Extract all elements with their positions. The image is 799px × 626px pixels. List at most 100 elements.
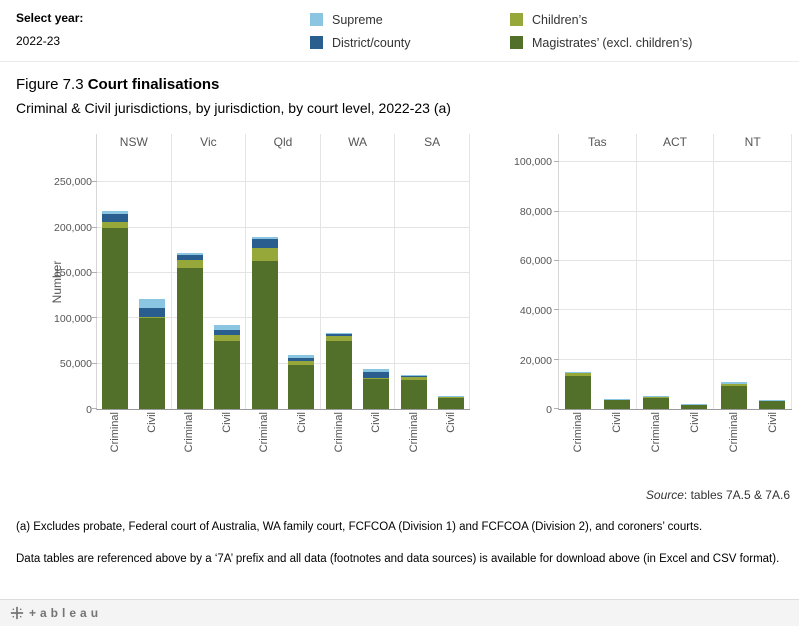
bar-segment-act-civil-magistrates[interactable] (681, 404, 708, 409)
figure-subtitle: Criminal & Civil jurisdictions, by juris… (16, 100, 451, 116)
legend-swatch-childrens (510, 13, 523, 26)
bar-segment-wa-civil-childrens[interactable] (362, 377, 389, 379)
legend-item-magistrates[interactable]: Magistrates’ (excl. children’s) (510, 34, 692, 51)
bar-vic-criminal[interactable] (176, 253, 203, 409)
bar-segment-vic-civil-magistrates[interactable] (213, 340, 240, 409)
bar-segment-qld-civil-supreme[interactable] (288, 354, 315, 359)
bar-act-civil[interactable] (681, 404, 708, 409)
legend-item-district-county[interactable]: District/county (310, 34, 411, 51)
bar-segment-act-criminal-magistrates[interactable] (642, 397, 669, 409)
bar-segment-qld-criminal-district[interactable] (251, 238, 278, 248)
x-axis-labels-right: Criminal Civil Criminal Civil Criminal Civil (558, 412, 792, 474)
y-axis-tick-label: 50,000 (59, 358, 92, 371)
bar-nt-criminal[interactable] (720, 382, 747, 409)
bar-qld-criminal[interactable] (251, 236, 278, 409)
bar-segment-nsw-criminal-childrens[interactable] (102, 222, 129, 228)
bar-qld-civil[interactable] (288, 354, 315, 409)
bar-segment-tas-criminal-supreme[interactable] (565, 372, 592, 373)
year-selector-value[interactable]: 2022-23 (16, 34, 61, 48)
y-axis-tick-label: 100,000 (514, 156, 552, 169)
bar-segment-nt-criminal-magistrates[interactable] (720, 385, 747, 409)
column-header-vic: Vic (200, 135, 217, 149)
x-label-slot: Criminal (643, 412, 669, 452)
bar-segment-qld-criminal-supreme[interactable] (251, 236, 278, 239)
bar-segment-act-criminal-childrens[interactable] (642, 396, 669, 398)
bar-segment-qld-criminal-magistrates[interactable] (251, 261, 278, 409)
bar-segment-vic-criminal-childrens[interactable] (176, 260, 203, 269)
source-note: Source: tables 7A.5 & 7A.6 (646, 488, 790, 502)
bar-wa-civil[interactable] (362, 369, 389, 409)
bar-act-criminal[interactable] (642, 396, 669, 409)
bar-segment-qld-criminal-childrens[interactable] (251, 247, 278, 262)
bar-segment-nt-criminal-childrens[interactable] (720, 384, 747, 386)
bar-segment-nsw-criminal-magistrates[interactable] (102, 227, 129, 409)
y-axis-tick-mark (92, 226, 97, 228)
bar-segment-wa-criminal-magistrates[interactable] (326, 341, 353, 409)
bar-segment-tas-criminal-magistrates[interactable] (565, 375, 592, 409)
year-selector[interactable]: Select year: 2022-23 (16, 11, 83, 48)
bar-segment-nsw-civil-childrens[interactable] (139, 316, 166, 318)
x-label-slot: Criminal (401, 412, 427, 452)
state-pane-nsw: NSW (97, 134, 172, 409)
gridline (559, 358, 792, 360)
bar-nt-civil[interactable] (758, 400, 785, 409)
bar-segment-nt-civil-supreme[interactable] (758, 400, 785, 401)
bar-segment-qld-civil-childrens[interactable] (288, 361, 315, 366)
bar-segment-qld-civil-district[interactable] (288, 358, 315, 362)
legend-item-supreme[interactable]: Supreme (310, 11, 411, 28)
bar-segment-wa-civil-district[interactable] (362, 371, 389, 378)
bar-segment-wa-criminal-supreme[interactable] (326, 333, 353, 335)
bar-tas-civil[interactable] (603, 399, 630, 409)
bar-segment-sa-criminal-childrens[interactable] (400, 377, 427, 380)
bar-tas-criminal[interactable] (565, 372, 592, 409)
bar-nsw-civil[interactable] (139, 299, 166, 409)
bar-segment-qld-civil-magistrates[interactable] (288, 365, 315, 409)
bar-segment-wa-civil-magistrates[interactable] (362, 378, 389, 409)
bar-segment-vic-civil-district[interactable] (213, 330, 240, 336)
bar-segment-vic-criminal-district[interactable] (176, 254, 203, 261)
bar-sa-criminal[interactable] (400, 374, 427, 409)
legend-column-1: Supreme District/county (310, 11, 411, 57)
bar-segment-sa-criminal-district[interactable] (400, 375, 427, 378)
bar-segment-vic-civil-supreme[interactable] (213, 325, 240, 331)
bar-segment-wa-criminal-childrens[interactable] (326, 336, 353, 342)
bar-segment-nt-criminal-supreme[interactable] (720, 382, 747, 385)
y-axis-left: 0 50,000 100,000 150,000 200,000 250,000 (40, 155, 92, 416)
bar-segment-nsw-criminal-supreme[interactable] (102, 211, 129, 214)
tableau-logo[interactable]: +ableau (10, 606, 102, 620)
x-label-pane-tas: Criminal Civil (558, 412, 636, 474)
bar-nsw-criminal[interactable] (102, 211, 129, 409)
bar-segment-nsw-civil-district[interactable] (139, 308, 166, 317)
y-axis-tick-label: 0 (86, 404, 92, 416)
gridline (97, 271, 470, 273)
bar-segment-tas-civil-magistrates[interactable] (603, 399, 630, 409)
bar-segment-nsw-civil-supreme[interactable] (139, 299, 166, 309)
bar-wa-criminal[interactable] (326, 333, 353, 409)
y-axis-tick-mark (554, 358, 559, 360)
bar-segment-sa-criminal-magistrates[interactable] (400, 379, 427, 409)
bar-segment-nsw-criminal-district[interactable] (102, 213, 129, 223)
bar-segment-wa-civil-supreme[interactable] (362, 369, 389, 372)
bar-segment-vic-civil-childrens[interactable] (213, 335, 240, 341)
bar-sa-civil[interactable] (437, 396, 464, 409)
x-axis-label-civil: Civil (146, 412, 159, 433)
bar-segment-tas-criminal-childrens[interactable] (565, 372, 592, 376)
bar-vic-civil[interactable] (213, 325, 240, 409)
y-axis-tick-mark (92, 408, 97, 409)
x-axis-label-civil: Civil (766, 412, 779, 433)
x-label-slot: Criminal (102, 412, 128, 452)
bar-segment-vic-criminal-magistrates[interactable] (176, 268, 203, 409)
x-label-slot: Civil (438, 412, 464, 433)
bar-segment-sa-criminal-supreme[interactable] (400, 374, 427, 376)
bar-segment-sa-civil-supreme[interactable] (437, 396, 464, 397)
bar-segment-vic-criminal-supreme[interactable] (176, 253, 203, 255)
legend-column-2: Children’s Magistrates’ (excl. children’… (510, 11, 692, 57)
bar-segment-nsw-civil-magistrates[interactable] (139, 317, 166, 409)
y-axis-tick-label: 150,000 (54, 267, 92, 280)
figure-name: Court finalisations (87, 76, 220, 93)
legend-label-magistrates: Magistrates’ (excl. children’s) (532, 35, 693, 50)
legend-item-childrens[interactable]: Children’s (510, 11, 692, 28)
bar-segment-wa-criminal-district[interactable] (326, 334, 353, 337)
bar-segment-sa-civil-magistrates[interactable] (437, 397, 464, 409)
bar-segment-nt-civil-magistrates[interactable] (758, 400, 785, 409)
